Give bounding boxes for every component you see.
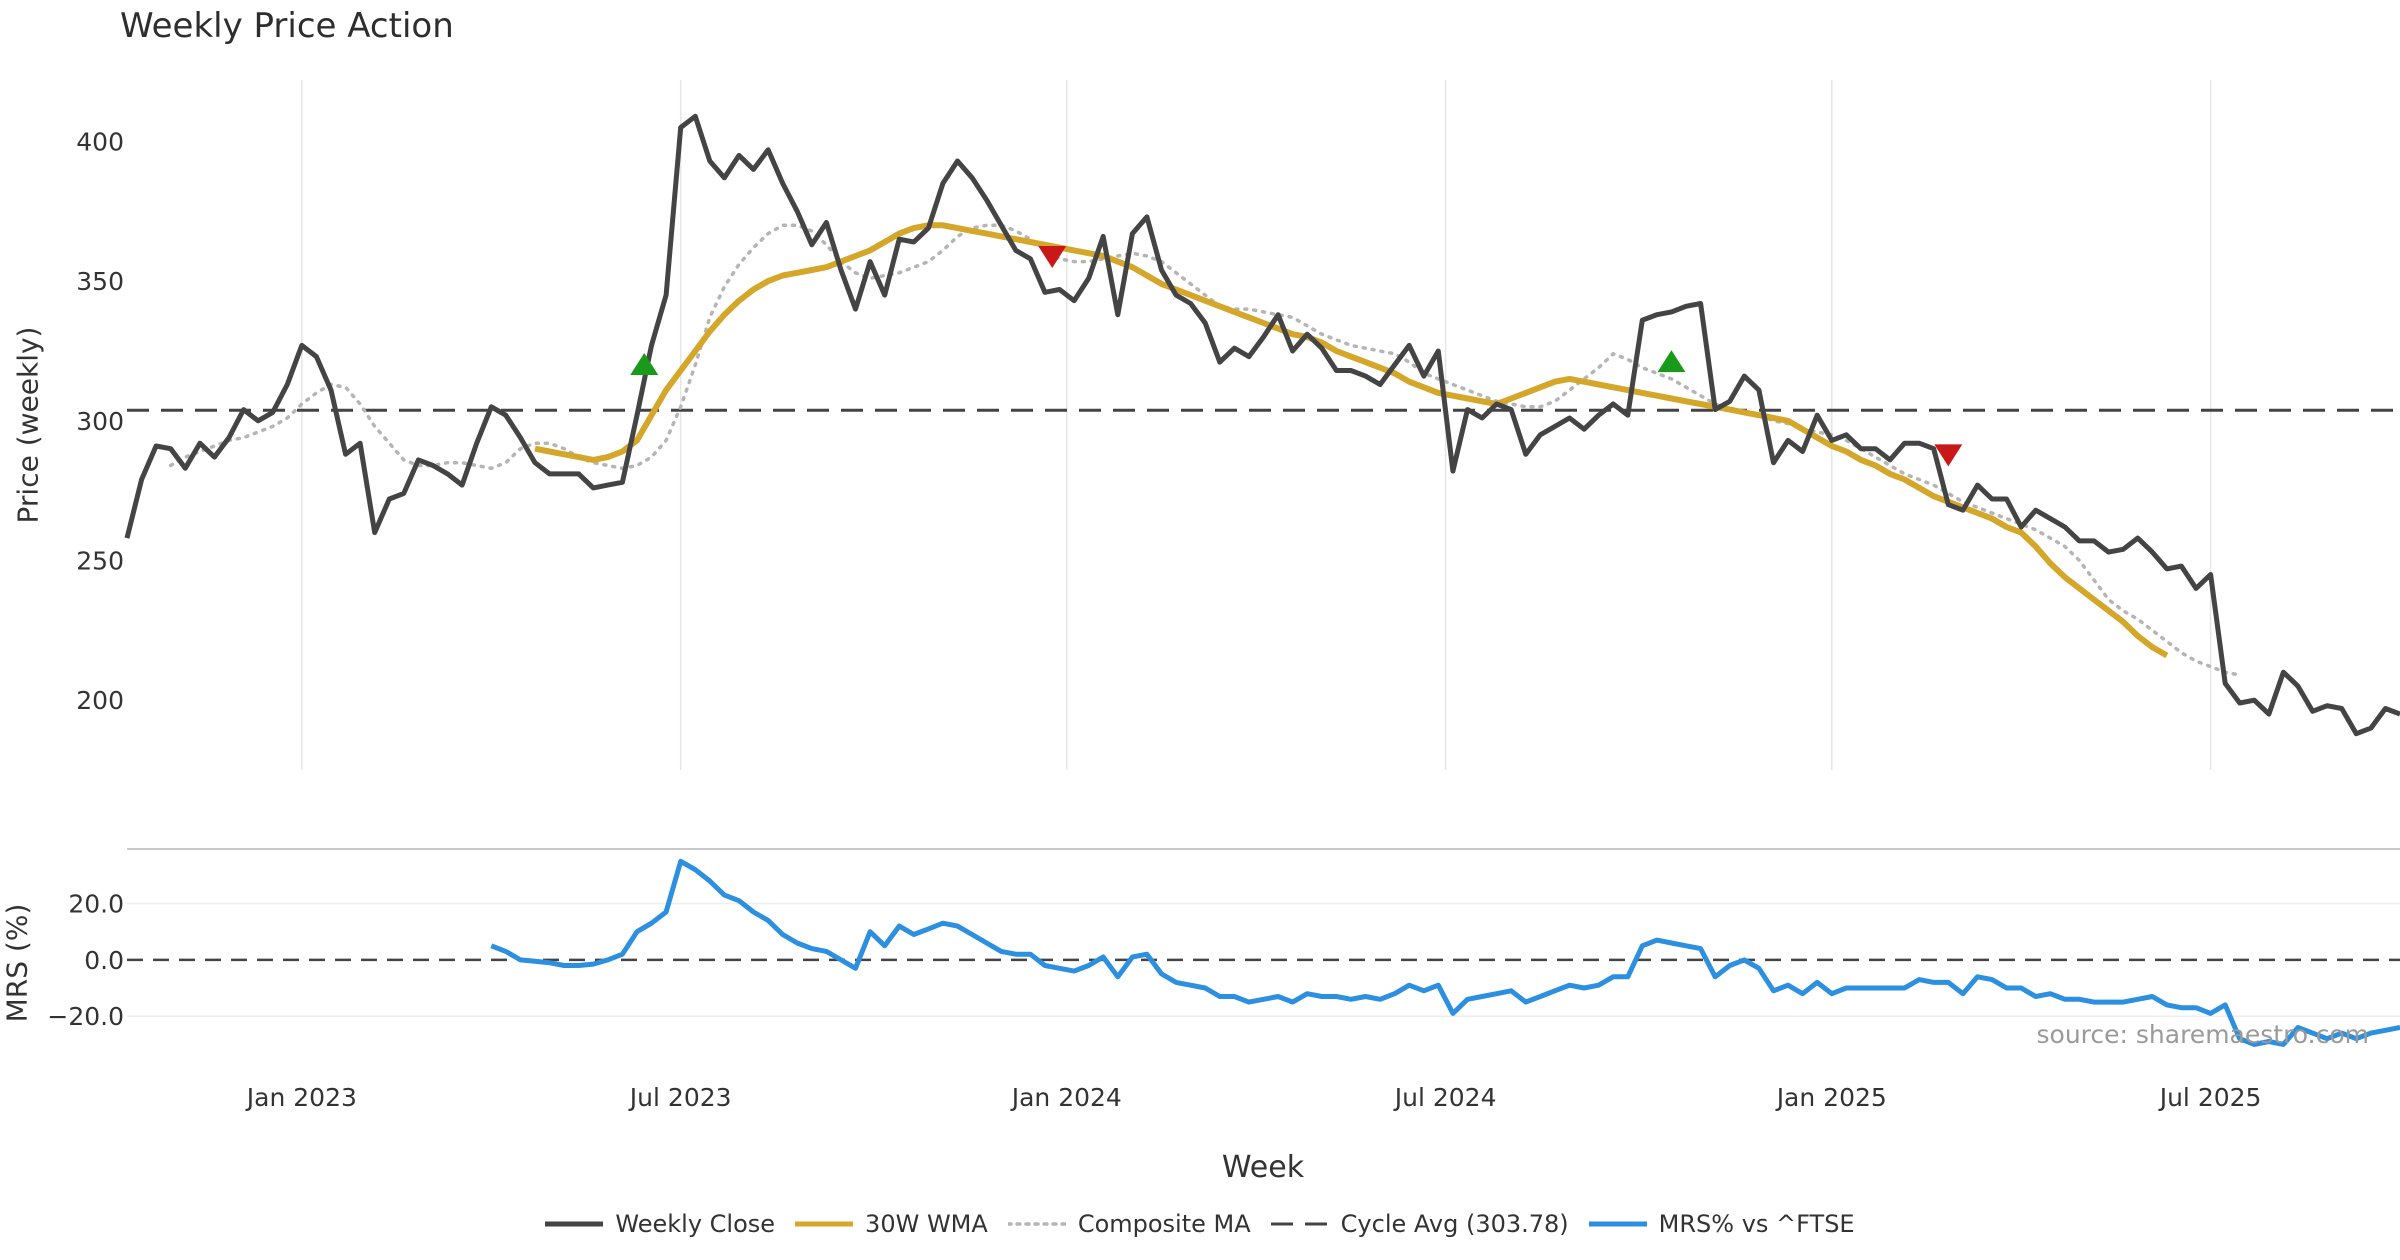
legend-swatch-30w-wma: [795, 1221, 854, 1227]
x-tick-label: Jan 2023: [245, 1083, 357, 1112]
legend-label: MRS% vs ^FTSE: [1658, 1210, 1855, 1238]
legend-item-weekly-close: Weekly Close: [545, 1210, 775, 1238]
mrs-series: [490, 858, 2400, 1047]
sell-signal-marker: [1038, 245, 1067, 268]
wma-30w-series: [534, 222, 2169, 659]
legend-swatch-weekly-close: [545, 1221, 604, 1227]
chart-title: Weekly Price Action: [120, 6, 454, 46]
x-tick-label: Jan 2025: [1775, 1083, 1887, 1112]
x-tick-label: Jul 2024: [1393, 1083, 1497, 1112]
legend-label: Composite MA: [1077, 1210, 1251, 1238]
mrs-y-tick-label: 0.0: [84, 946, 124, 975]
legend-label: 30W WMA: [865, 1210, 988, 1238]
legend-label: Weekly Close: [615, 1210, 776, 1238]
x-tick-label: Jul 2023: [628, 1083, 732, 1112]
x-tick-label: Jul 2025: [2158, 1083, 2262, 1112]
composite-ma-series: [168, 223, 2242, 677]
mrs-y-tick-label: 20.0: [68, 890, 124, 919]
legend-item-mrs: MRS% vs ^FTSE: [1588, 1210, 1855, 1238]
legend-item-composite-ma: Composite MA: [1007, 1210, 1251, 1238]
mrs-y-axis-label: MRS (%): [0, 903, 34, 1023]
legend-item-cycle-avg: Cycle Avg (303.78): [1270, 1210, 1569, 1238]
price-y-tick-label: 350: [76, 267, 124, 296]
legend-swatch-mrs: [1588, 1221, 1647, 1227]
mrs-y-tick-label: −20.0: [47, 1002, 124, 1031]
price-y-tick-label: 250: [76, 546, 124, 575]
price-y-tick-label: 300: [76, 407, 124, 436]
x-tick-label: Jan 2024: [1010, 1083, 1122, 1112]
sell-signal-marker: [1934, 444, 1963, 467]
price-y-tick-label: 400: [76, 127, 124, 156]
legend-label: Cycle Avg (303.78): [1340, 1210, 1569, 1238]
x-axis-label: Week: [1221, 1150, 1305, 1185]
buy-signal-marker: [1657, 350, 1686, 373]
source-watermark: source: sharemaestro.com: [2036, 1020, 2370, 1049]
legend-swatch-composite-ma: [1007, 1222, 1066, 1226]
price-y-axis-label: Price (weekly): [11, 326, 45, 524]
legend-swatch-cycle-avg: [1270, 1222, 1329, 1226]
price-y-tick-label: 200: [76, 686, 124, 715]
weekly-close-series: [124, 113, 2400, 737]
legend-item-30w-wma: 30W WMA: [795, 1210, 988, 1238]
chart-legend: Weekly Close 30W WMA Composite MA Cycle …: [0, 1210, 2400, 1238]
buy-signal-marker: [630, 352, 659, 375]
